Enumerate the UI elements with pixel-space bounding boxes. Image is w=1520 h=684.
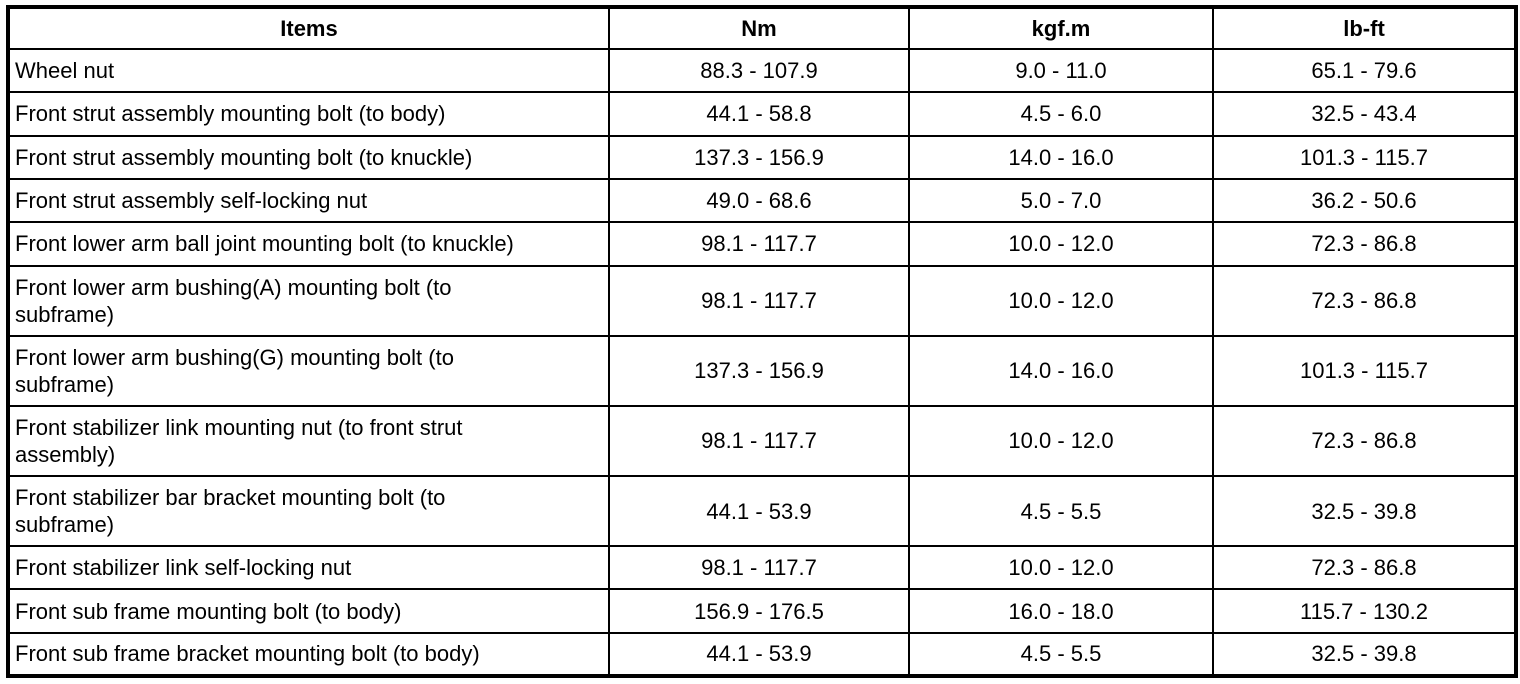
item-cell: Front lower arm bushing(A) mounting bolt… bbox=[7, 264, 610, 337]
nm-value-cell: 98.1 - 117.7 bbox=[608, 404, 910, 477]
lbft-value-cell: 72.3 - 86.8 bbox=[1212, 221, 1517, 267]
nm-value-cell: 137.3 - 156.9 bbox=[608, 134, 910, 180]
lbft-value-cell: 101.3 - 115.7 bbox=[1212, 334, 1517, 407]
lbft-value-cell: 72.3 - 86.8 bbox=[1212, 404, 1517, 477]
table-row: Front stabilizer link self-locking nut 98… bbox=[7, 545, 1517, 591]
item-cell: Front stabilizer bar bracket mounting bo… bbox=[7, 474, 610, 548]
lbft-value-cell: 72.3 - 86.8 bbox=[1212, 545, 1517, 591]
nm-value-cell: 44.1 - 53.9 bbox=[608, 631, 910, 678]
nm-value-cell: 98.1 - 117.7 bbox=[608, 264, 910, 337]
kgfm-value-cell: 4.5 - 6.0 bbox=[908, 91, 1214, 137]
table-row: Front stabilizer bar bracket mounting bo… bbox=[7, 474, 1517, 548]
kgfm-value-cell: 10.0 - 12.0 bbox=[908, 404, 1214, 477]
lbft-value-cell: 36.2 - 50.6 bbox=[1212, 177, 1517, 224]
kgfm-value-cell: 16.0 - 18.0 bbox=[908, 588, 1214, 634]
lbft-value-cell: 72.3 - 86.8 bbox=[1212, 264, 1517, 337]
table-row: Front sub frame bracket mounting bolt (t… bbox=[7, 631, 1517, 678]
lbft-value-cell: 32.5 - 39.8 bbox=[1212, 631, 1517, 678]
nm-value-cell: 156.9 - 176.5 bbox=[608, 588, 910, 634]
table-row: Front strut assembly mounting bolt (to b… bbox=[7, 91, 1517, 137]
item-cell: Front strut assembly mounting bolt (to b… bbox=[7, 91, 610, 137]
kgfm-value-cell: 14.0 - 16.0 bbox=[908, 334, 1214, 407]
nm-value-cell: 98.1 - 117.7 bbox=[608, 545, 910, 591]
kgfm-value-cell: 4.5 - 5.5 bbox=[908, 474, 1214, 548]
kgfm-value-cell: 10.0 - 12.0 bbox=[908, 545, 1214, 591]
table-row: Wheel nut 88.3 - 107.9 9.0 - 11.0 65.1 - 79… bbox=[7, 47, 1517, 94]
header-row: Items Nm kgf.m lb-ft bbox=[7, 6, 1517, 50]
nm-value-cell: 44.1 - 53.9 bbox=[608, 474, 910, 548]
lbft-value-cell: 115.7 - 130.2 bbox=[1212, 588, 1517, 634]
item-cell: Front lower arm bushing(G) mounting bolt… bbox=[7, 334, 610, 407]
table-row: Front lower arm ball joint mounting bolt… bbox=[7, 221, 1517, 267]
kgfm-value-cell: 4.5 - 5.5 bbox=[908, 631, 1214, 678]
kgfm-value-cell: 14.0 - 16.0 bbox=[908, 134, 1214, 180]
column-header: kgf.m bbox=[908, 6, 1214, 50]
table-row: Front sub frame mounting bolt (to body) 1… bbox=[7, 588, 1517, 634]
lbft-value-cell: 65.1 - 79.6 bbox=[1212, 47, 1517, 94]
kgfm-value-cell: 10.0 - 12.0 bbox=[908, 264, 1214, 337]
kgfm-value-cell: 9.0 - 11.0 bbox=[908, 47, 1214, 94]
kgfm-value-cell: 10.0 - 12.0 bbox=[908, 221, 1214, 267]
item-cell: Front sub frame mounting bolt (to body) bbox=[7, 588, 610, 634]
table-row: Front lower arm bushing(A) mounting bolt… bbox=[7, 264, 1517, 337]
item-cell: Front sub frame bracket mounting bolt (t… bbox=[7, 631, 610, 678]
table-body: Wheel nut 88.3 - 107.9 9.0 - 11.0 65.1 - 79… bbox=[7, 47, 1517, 678]
table-row: Front strut assembly mounting bolt (to k… bbox=[7, 134, 1517, 180]
column-header: lb-ft bbox=[1212, 6, 1517, 50]
nm-value-cell: 49.0 - 68.6 bbox=[608, 177, 910, 224]
nm-value-cell: 137.3 - 156.9 bbox=[608, 334, 910, 407]
lbft-value-cell: 101.3 - 115.7 bbox=[1212, 134, 1517, 180]
lbft-value-cell: 32.5 - 43.4 bbox=[1212, 91, 1517, 137]
lbft-value-cell: 32.5 - 39.8 bbox=[1212, 474, 1517, 548]
item-cell: Front strut assembly mounting bolt (to k… bbox=[7, 134, 610, 180]
torque-spec-table: Items Nm kgf.m lb-ft Wheel nut 88.3 - 107.9 9… bbox=[6, 5, 1518, 678]
kgfm-value-cell: 5.0 - 7.0 bbox=[908, 177, 1214, 224]
nm-value-cell: 44.1 - 58.8 bbox=[608, 91, 910, 137]
nm-value-cell: 88.3 - 107.9 bbox=[608, 47, 910, 94]
column-header: Items bbox=[7, 6, 610, 50]
item-cell: Front stabilizer link self-locking nut bbox=[7, 545, 610, 591]
item-cell: Wheel nut bbox=[7, 47, 610, 94]
item-cell: Front stabilizer link mounting nut (to f… bbox=[7, 404, 610, 477]
column-header: Nm bbox=[608, 6, 910, 50]
item-cell: Front strut assembly self-locking nut bbox=[7, 177, 610, 224]
item-cell: Front lower arm ball joint mounting bolt… bbox=[7, 221, 610, 267]
table-row: Front stabilizer link mounting nut (to f… bbox=[7, 404, 1517, 477]
table-row: Front strut assembly self-locking nut 49.… bbox=[7, 177, 1517, 224]
nm-value-cell: 98.1 - 117.7 bbox=[608, 221, 910, 267]
table-row: Front lower arm bushing(G) mounting bolt… bbox=[7, 334, 1517, 407]
